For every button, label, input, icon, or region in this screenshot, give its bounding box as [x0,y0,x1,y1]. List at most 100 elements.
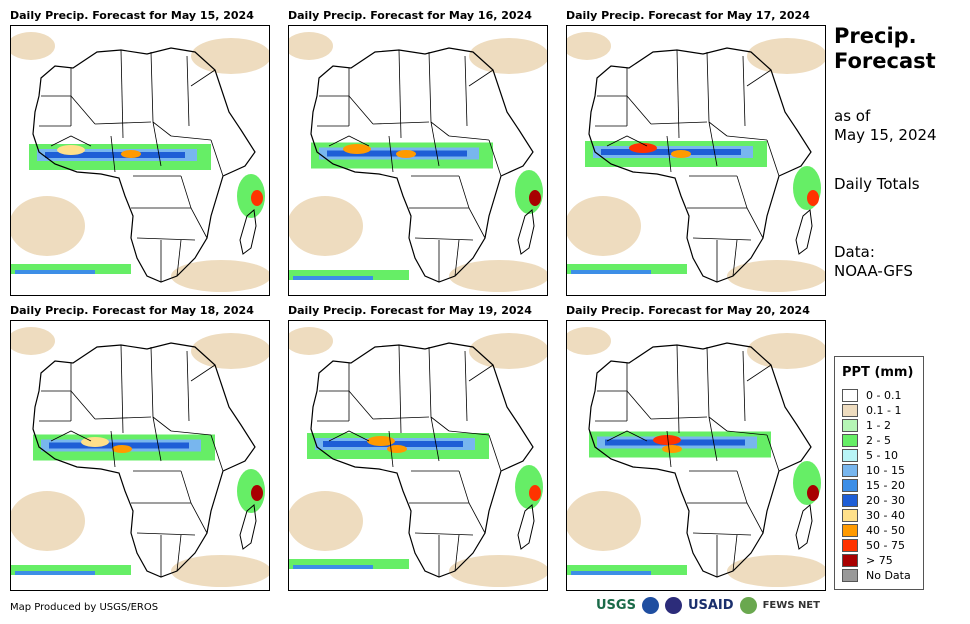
country-border [706,51,728,137]
precip-map [288,320,548,591]
country-border [666,430,672,468]
country-border [454,534,460,572]
dry-area-west [289,491,363,551]
dry-area-south [449,555,547,587]
as-of-date: as of May 15, 2024 [834,107,937,145]
heavy-rain-cell [367,436,395,446]
country-border [464,55,468,127]
country-border [488,139,502,177]
country-border [94,416,152,420]
country-border [328,135,370,147]
logo-strip: USGS USAID FEWS NET [596,597,820,614]
precip-map [566,25,826,296]
country-border [650,416,708,420]
country-border [180,470,192,504]
dry-area-south [171,555,269,587]
country-border [468,364,494,382]
africa-map-svg [567,327,825,587]
heavy-rain-cell [629,143,657,153]
country-border [597,95,652,125]
heavy-rain-cell [387,445,407,453]
southern-ocean-heavy-rain [571,571,651,575]
usaid-logo: USAID [687,598,734,613]
country-border [136,237,196,241]
country-border [732,534,738,572]
legend-label: No Data [866,569,911,582]
heavy-rain-cell [57,145,85,155]
legend-item: 30 - 40 [842,508,905,523]
dry-area-west [567,491,641,551]
southern-ocean-heavy-rain [15,571,95,575]
legend-label: 0 - 0.1 [866,389,902,402]
southern-ocean-rain [567,264,687,274]
legend-label: 40 - 50 [866,524,905,537]
legend-swatch [842,554,858,567]
dry-area-south [727,555,825,587]
dry-area-west [289,196,363,256]
country-border [430,416,440,462]
country-border [742,350,746,422]
dry-area-west [11,196,85,256]
madagascar-outline [795,209,813,255]
dry-area-north [469,333,547,369]
panel-title: Daily Precip. Forecast for May 20, 2024 [566,304,810,317]
dry-area-northwest [11,32,55,60]
legend-title: PPT (mm) [842,365,914,380]
precip-map [288,25,548,296]
map-title-line1: Precip. [834,24,917,48]
legend-swatch [842,449,858,462]
country-border [120,344,124,434]
country-border [676,49,680,139]
country-border [110,430,116,468]
dry-area-north [191,333,269,369]
country-border [708,121,718,167]
country-border [319,95,374,125]
as-of-value: May 15, 2024 [834,126,937,144]
legend-label: 5 - 10 [866,449,898,462]
indian-ocean-heavy-rain [807,485,819,501]
africa-map-svg [567,32,825,292]
legend-swatch [842,434,858,447]
country-border [742,55,746,127]
country-border [746,69,772,87]
country-border [448,135,490,141]
dry-area-north [747,38,825,74]
country-border [458,470,470,504]
country-border [454,239,460,277]
usgs-logo: USGS [596,598,636,613]
africa-map-svg [11,327,269,587]
country-border [464,350,468,422]
country-border [388,430,394,468]
southern-ocean-rain [11,565,131,575]
country-border [606,135,648,147]
totals-label: Daily Totals [834,175,920,193]
country-border [190,364,216,382]
dry-area-north [747,333,825,369]
country-border [606,430,648,442]
country-border [94,121,152,125]
legend-label: 30 - 40 [866,509,905,522]
map-title: Precip. Forecast [834,24,936,74]
africa-map-svg [289,327,547,587]
legend-label: 1 - 2 [866,419,891,432]
legend-item: 10 - 15 [842,463,905,478]
country-border [468,69,494,87]
madagascar-outline [517,209,535,255]
southern-ocean-heavy-rain [15,270,95,274]
country-border [736,175,748,209]
southern-ocean-rain [289,559,409,569]
legend-label: 0.1 - 1 [866,404,902,417]
country-border [708,416,718,462]
country-border [210,434,224,472]
country-border [766,434,780,472]
legend-item: 5 - 10 [842,448,898,463]
country-border [50,430,92,442]
precip-map [10,320,270,591]
dry-area-north [191,38,269,74]
country-border [666,135,672,173]
southern-ocean-heavy-rain [293,565,373,569]
dry-area-west [11,491,85,551]
dry-area-northwest [567,327,611,355]
country-border [736,470,748,504]
data-source: Data: NOAA-GFS [834,243,913,281]
